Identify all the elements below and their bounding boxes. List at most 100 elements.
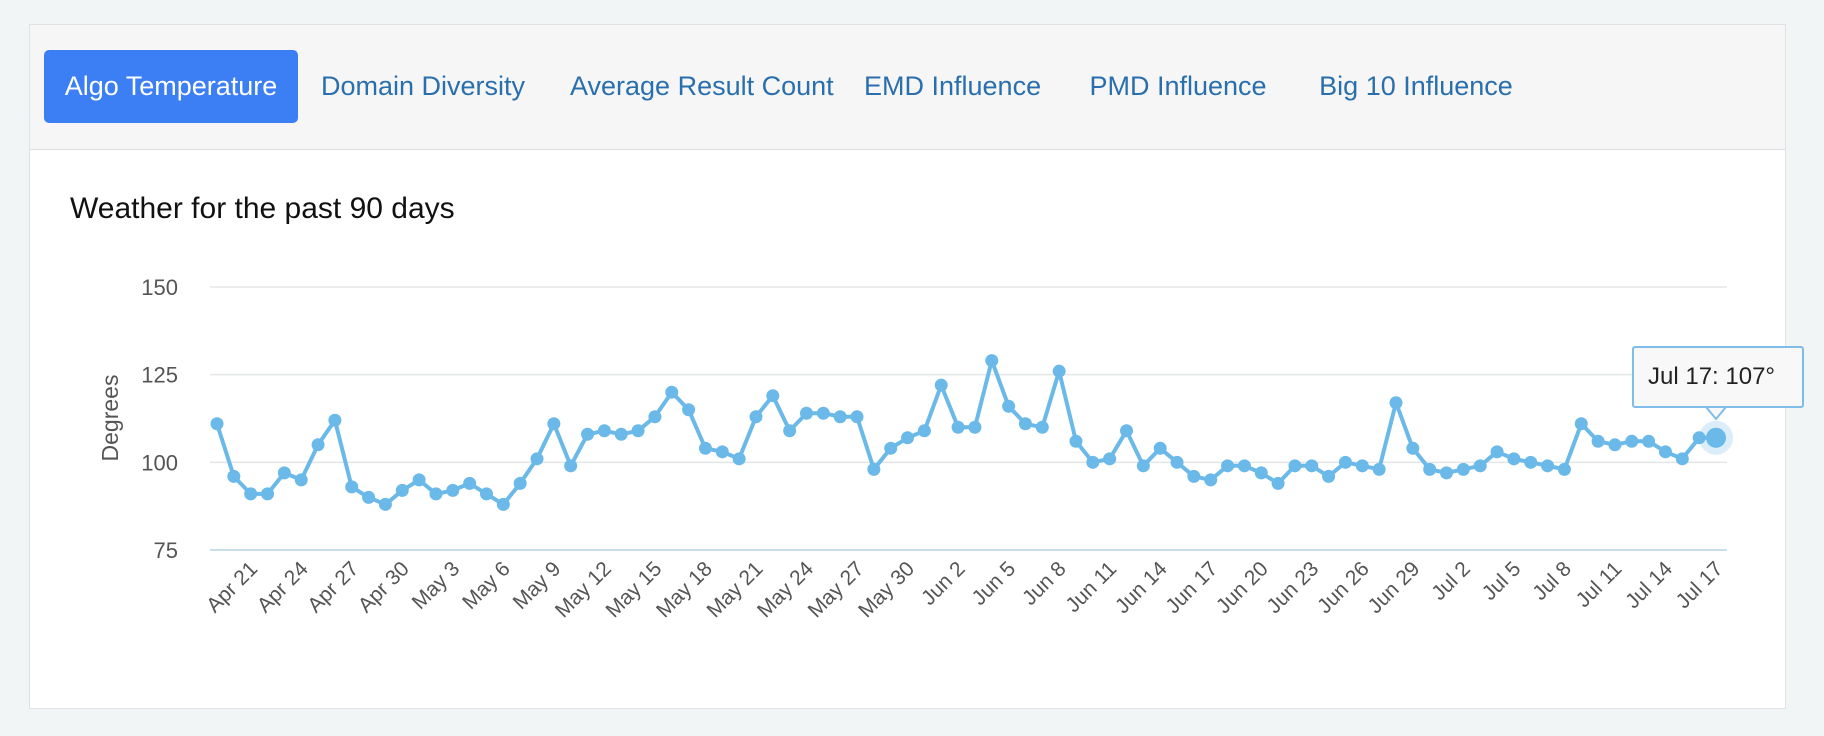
x-tick-label: Jul 8 bbox=[1528, 557, 1576, 605]
series-line bbox=[215, 358, 1716, 507]
tooltip-pointer bbox=[1703, 406, 1729, 421]
data-point bbox=[833, 410, 847, 424]
data-point bbox=[1271, 476, 1285, 490]
data-point bbox=[698, 441, 712, 455]
x-tick-label: May 6 bbox=[458, 557, 515, 614]
data-point bbox=[648, 410, 662, 424]
data-point bbox=[1541, 459, 1555, 473]
data-point bbox=[1355, 459, 1369, 473]
data-point bbox=[985, 354, 999, 368]
y-tick-label: 75 bbox=[154, 538, 178, 563]
data-point bbox=[345, 480, 359, 494]
data-point bbox=[1170, 455, 1184, 469]
tab-big-10-influence[interactable]: Big 10 Influence bbox=[1319, 71, 1513, 101]
data-point bbox=[1153, 441, 1167, 455]
x-tick-label: Jun 14 bbox=[1111, 557, 1172, 618]
x-tick-label: Apr 21 bbox=[202, 557, 262, 617]
x-tick-label: Jun 23 bbox=[1262, 557, 1323, 618]
x-tick-label: Jul 17 bbox=[1672, 557, 1728, 613]
data-point bbox=[1136, 459, 1150, 473]
data-point bbox=[799, 406, 813, 420]
data-point bbox=[1440, 466, 1454, 480]
data-point bbox=[682, 403, 696, 417]
data-point bbox=[968, 420, 982, 434]
data-point bbox=[564, 459, 578, 473]
data-point bbox=[1706, 427, 1726, 448]
data-point bbox=[412, 473, 426, 487]
tab-algo-temperature[interactable]: Algo Temperature bbox=[44, 50, 298, 123]
data-point bbox=[1490, 445, 1504, 459]
data-point bbox=[1305, 459, 1319, 473]
data-point bbox=[227, 469, 241, 483]
x-tick-label: May 15 bbox=[601, 557, 666, 622]
data-point bbox=[244, 487, 258, 501]
data-point bbox=[1120, 424, 1134, 438]
data-point bbox=[530, 452, 544, 466]
x-tick-label: Jul 2 bbox=[1427, 557, 1475, 605]
chart-card: Algo Temperature Domain Diversity Averag… bbox=[29, 24, 1786, 709]
x-tick-label: May 21 bbox=[703, 557, 768, 622]
data-point bbox=[1002, 399, 1016, 413]
data-point bbox=[294, 473, 308, 487]
x-tick-label: May 12 bbox=[551, 557, 616, 622]
data-point bbox=[446, 483, 460, 497]
x-tick-label: May 18 bbox=[652, 557, 717, 622]
x-tick-label: Jun 5 bbox=[968, 557, 1021, 610]
data-point bbox=[1052, 364, 1066, 378]
x-tick-label: Jun 17 bbox=[1161, 557, 1222, 618]
tab-pmd-influence[interactable]: PMD Influence bbox=[1089, 71, 1267, 101]
data-point bbox=[362, 490, 376, 504]
data-point bbox=[1692, 431, 1706, 445]
data-point bbox=[1675, 452, 1689, 466]
x-tick-label: Jun 2 bbox=[917, 557, 970, 610]
data-point bbox=[749, 410, 763, 424]
data-point bbox=[1288, 459, 1302, 473]
data-point bbox=[1322, 469, 1336, 483]
x-tick-label: May 27 bbox=[804, 557, 869, 622]
data-point bbox=[1035, 420, 1049, 434]
x-tick-label: Jun 11 bbox=[1061, 557, 1121, 617]
tab-average-result-count[interactable]: Average Result Count bbox=[570, 71, 834, 101]
chart-title: Weather for the past 90 days bbox=[70, 192, 455, 225]
data-point bbox=[513, 476, 527, 490]
data-point bbox=[901, 431, 915, 445]
data-point bbox=[1507, 452, 1521, 466]
data-point bbox=[1372, 462, 1386, 476]
tab-domain-diversity[interactable]: Domain Diversity bbox=[321, 71, 526, 101]
x-tick-label: Jul 11 bbox=[1572, 557, 1627, 612]
data-point bbox=[581, 427, 595, 441]
x-tick-label: May 24 bbox=[753, 557, 818, 622]
data-point bbox=[951, 420, 965, 434]
data-point bbox=[631, 424, 645, 438]
data-point bbox=[884, 441, 898, 455]
data-point bbox=[1338, 455, 1352, 469]
data-point bbox=[1608, 438, 1622, 452]
data-point bbox=[1018, 417, 1032, 431]
data-point bbox=[496, 497, 510, 511]
data-point bbox=[328, 413, 342, 427]
data-point bbox=[1406, 441, 1420, 455]
data-point bbox=[1204, 473, 1218, 487]
data-point bbox=[463, 476, 477, 490]
data-point bbox=[1574, 417, 1588, 431]
data-point bbox=[1103, 452, 1117, 466]
data-point bbox=[766, 389, 780, 403]
data-point bbox=[261, 487, 275, 501]
data-point bbox=[665, 385, 679, 399]
x-tick-label: Jun 26 bbox=[1313, 557, 1374, 618]
data-point bbox=[1069, 434, 1083, 448]
data-point bbox=[934, 378, 948, 392]
data-point bbox=[1524, 455, 1538, 469]
data-point bbox=[1473, 459, 1487, 473]
data-point bbox=[378, 497, 392, 511]
tab-emd-influence[interactable]: EMD Influence bbox=[864, 71, 1042, 101]
data-point bbox=[850, 410, 864, 424]
data-point bbox=[1642, 434, 1656, 448]
data-point bbox=[783, 424, 797, 438]
data-point bbox=[210, 417, 224, 431]
data-point bbox=[715, 445, 729, 459]
x-tick-label: Jun 29 bbox=[1364, 557, 1425, 618]
data-point bbox=[816, 406, 830, 420]
data-point bbox=[311, 438, 325, 452]
data-point bbox=[547, 417, 561, 431]
